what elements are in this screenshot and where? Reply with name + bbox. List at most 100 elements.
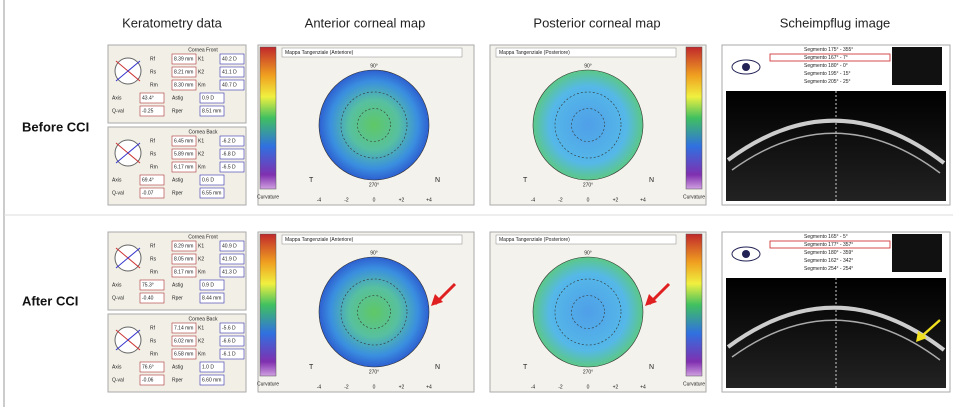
kerato-value: 0.6 D xyxy=(202,177,214,183)
kerato-value: 6.55 mm xyxy=(202,190,221,196)
kerato-value: 41.9 D xyxy=(222,256,237,262)
kerato-value: 5.89 mm xyxy=(174,151,193,157)
kerato-value: -6.6 D xyxy=(222,338,236,344)
column-header: Keratometry data xyxy=(122,15,222,30)
kerato-value: -0.07 xyxy=(142,190,154,196)
kerato-label: Rm xyxy=(150,82,158,88)
kerato-value: -5.6 D xyxy=(222,325,236,331)
axis-tick-label: +4 xyxy=(426,197,432,203)
figure: Keratometry data Anterior corneal map Po… xyxy=(0,0,953,407)
kerato-label: Rs xyxy=(150,338,157,344)
segment-entry: Segmento 165° - 5° xyxy=(804,234,848,240)
kerato-label: Axis xyxy=(112,177,122,183)
kerato-label: Rf xyxy=(150,243,156,249)
kerato-label: K1 xyxy=(198,56,204,62)
axis-tick-label: -4 xyxy=(317,197,322,203)
segment-entry: Segmento 205° - 25° xyxy=(804,79,851,85)
kerato-label: Rper xyxy=(172,377,183,383)
kerato-label: Axis xyxy=(112,364,122,370)
axis-tick-label: -2 xyxy=(344,384,349,390)
kerato-value: 6.02 mm xyxy=(174,338,193,344)
scale-caption: Curvature xyxy=(683,194,705,200)
map-title: Mappa Tangenziale (Posteriore) xyxy=(499,50,570,56)
kerato-label: Astig xyxy=(172,364,183,370)
kerato-label: K1 xyxy=(198,325,204,331)
kerato-value: 6.45 mm xyxy=(174,138,193,144)
kerato-label: Km xyxy=(198,82,206,88)
axis-tick-label: -4 xyxy=(531,384,536,390)
eye-pupil xyxy=(742,250,750,258)
axis-tick-label: +2 xyxy=(399,384,405,390)
color-scale xyxy=(686,47,702,189)
color-scale xyxy=(260,234,276,376)
kerato-value: 8.44 mm xyxy=(202,295,221,301)
kerato-section-title: Cornea Back xyxy=(189,316,218,322)
kerato-label: Rf xyxy=(150,56,156,62)
map-title: Mappa Tangenziale (Anteriore) xyxy=(285,50,354,56)
kerato-value: 8.30 mm xyxy=(174,82,193,88)
kerato-label: Q-val xyxy=(112,295,124,301)
page: {"columns":["Keratometry data","Anterior… xyxy=(0,0,953,407)
kerato-value: 40.9 D xyxy=(222,243,237,249)
kerato-value: 40.7 D xyxy=(222,82,237,88)
segment-entry: Segmento 180° - 0° xyxy=(804,63,848,69)
axis-tick-label: +2 xyxy=(613,384,619,390)
segment-entry: Segmento 254° - 254° xyxy=(804,266,853,272)
kerato-label: Km xyxy=(198,269,206,275)
kerato-value: 8.05 mm xyxy=(174,256,193,262)
orientation-label: 270° xyxy=(583,182,593,188)
kerato-value: 8.21 mm xyxy=(174,69,193,75)
kerato-label: Axis xyxy=(112,95,122,101)
kerato-label: Rm xyxy=(150,164,158,170)
axis-tick-label: 0 xyxy=(373,384,376,390)
kerato-value: -6.2 D xyxy=(222,138,236,144)
map-title: Mappa Tangenziale (Anteriore) xyxy=(285,237,354,243)
orientation-label: 270° xyxy=(369,182,379,188)
kerato-label: Q-val xyxy=(112,108,124,114)
kerato-value: 75.3° xyxy=(142,282,154,288)
scale-caption: Curvature xyxy=(257,381,279,387)
axis-tick-label: 0 xyxy=(587,197,590,203)
column-header: Scheimpflug image xyxy=(780,15,891,30)
kerato-section-title: Cornea Front xyxy=(188,47,218,53)
orientation-label: 90° xyxy=(584,250,592,256)
orientation-label: N xyxy=(435,177,440,184)
segment-entry: Segmento 175° - 355° xyxy=(804,47,853,53)
axis-tick-label: -4 xyxy=(531,197,536,203)
kerato-label: Axis xyxy=(112,282,122,288)
orientation-label: 90° xyxy=(370,63,378,69)
axis-tick-label: +4 xyxy=(640,197,646,203)
kerato-label: Rm xyxy=(150,269,158,275)
orientation-label: T xyxy=(309,364,314,371)
orientation-label: N xyxy=(649,177,654,184)
color-scale xyxy=(686,234,702,376)
thumbnail xyxy=(892,234,942,272)
kerato-section-title: Cornea Back xyxy=(189,129,218,135)
segment-entry: Segmento 180° - 359° xyxy=(804,250,853,256)
axis-tick-label: -2 xyxy=(558,197,563,203)
kerato-value: 8.51 mm xyxy=(202,108,221,114)
kerato-value: -0.40 xyxy=(142,295,154,301)
kerato-value: -6.5 D xyxy=(222,164,236,170)
kerato-label: K1 xyxy=(198,243,204,249)
kerato-label: Rf xyxy=(150,138,156,144)
kerato-value: 40.2 D xyxy=(222,56,237,62)
orientation-label: T xyxy=(523,177,528,184)
kerato-value: 8.29 mm xyxy=(174,243,193,249)
kerato-label: Rs xyxy=(150,256,157,262)
kerato-value: -6.8 D xyxy=(222,151,236,157)
axis-tick-label: +4 xyxy=(426,384,432,390)
map-title: Mappa Tangenziale (Posteriore) xyxy=(499,237,570,243)
orientation-label: 270° xyxy=(583,369,593,375)
segment-entry: Segmento 167° - 7° xyxy=(804,55,848,61)
kerato-label: Rm xyxy=(150,351,158,357)
segment-entry: Segmento 162° - 342° xyxy=(804,258,853,264)
kerato-label: Rf xyxy=(150,325,156,331)
thumbnail xyxy=(892,47,942,85)
kerato-value: 76.6° xyxy=(142,364,154,370)
kerato-value: 41.3 D xyxy=(222,269,237,275)
axis-tick-label: +4 xyxy=(640,384,646,390)
kerato-value: 41.1 D xyxy=(222,69,237,75)
scale-caption: Curvature xyxy=(257,194,279,200)
kerato-value: 6.60 mm xyxy=(202,377,221,383)
